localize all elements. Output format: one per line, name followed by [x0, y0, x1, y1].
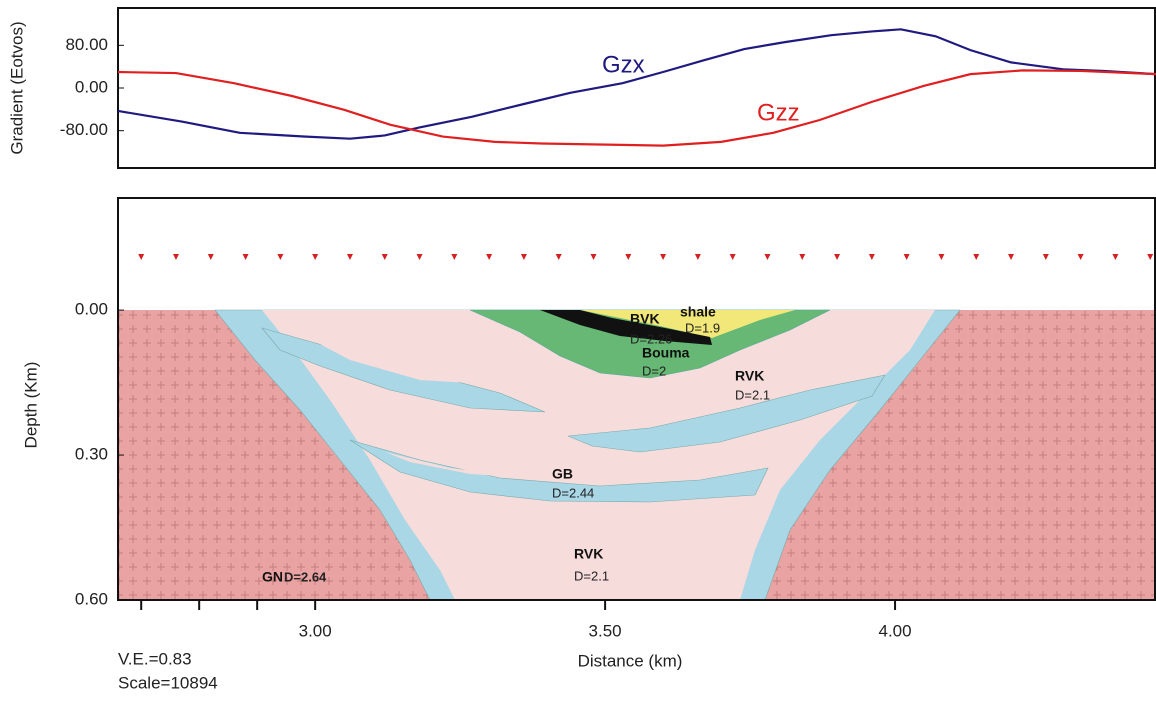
- x-tick-label: 3.50: [589, 621, 622, 640]
- station: [1043, 254, 1049, 260]
- station: [243, 254, 249, 260]
- series-line: [118, 29, 1156, 138]
- station: [382, 254, 388, 260]
- x-tick-label: 3.00: [299, 621, 332, 640]
- annotation: shale: [680, 304, 716, 320]
- x-tick-label: 4.00: [879, 621, 912, 640]
- plot-frame: [118, 8, 1155, 168]
- annotation: RVK: [574, 546, 603, 562]
- station: [138, 254, 144, 260]
- station: [173, 254, 179, 260]
- station: [799, 254, 805, 260]
- station: [521, 254, 527, 260]
- x-axis-title: Distance (km): [578, 651, 683, 670]
- annotation: RVK: [735, 368, 764, 384]
- station: [834, 254, 840, 260]
- station: [764, 254, 770, 260]
- section-bodies: [118, 310, 1156, 600]
- station: [312, 254, 318, 260]
- station: [451, 254, 457, 260]
- y-tick-label: 0.60: [75, 589, 108, 608]
- y-tick-label: 0.00: [75, 300, 108, 319]
- station: [277, 254, 283, 260]
- annotation: D=2.64: [284, 569, 327, 584]
- station: [730, 254, 736, 260]
- series-label: Gzx: [602, 51, 645, 78]
- annotation: D=2.44: [552, 485, 594, 500]
- station: [347, 254, 353, 260]
- station: [695, 254, 701, 260]
- annotation: GB: [552, 466, 573, 482]
- annotation: D=2.1: [735, 387, 770, 402]
- annotation: D=1.9: [685, 320, 720, 335]
- annotation: Bouma: [642, 345, 690, 361]
- station: [938, 254, 944, 260]
- annotation: GN: [262, 569, 283, 585]
- y-tick-label: 0.00: [75, 77, 108, 96]
- annotation: V.E.=0.83: [118, 649, 192, 668]
- station: [486, 254, 492, 260]
- station: [660, 254, 666, 260]
- page: shale D=1.9 BVK D=2.26 Bouma D=2 RVK D=2…: [0, 0, 1156, 696]
- station: [973, 254, 979, 260]
- station: [1147, 254, 1153, 260]
- station: [1008, 254, 1014, 260]
- station: [869, 254, 875, 260]
- station: [208, 254, 214, 260]
- station: [1078, 254, 1084, 260]
- y-tick-label: 0.30: [75, 445, 108, 464]
- station: [1112, 254, 1118, 260]
- annotation: Scale=10894: [118, 673, 218, 692]
- chart: shale D=1.9 BVK D=2.26 Bouma D=2 RVK D=2…: [0, 0, 1156, 696]
- station: [904, 254, 910, 260]
- annotation: D=2: [642, 363, 666, 378]
- annotation: D=2.1: [574, 568, 609, 583]
- y-tick-label: -80.00: [60, 120, 108, 139]
- y-tick-label: 80.00: [65, 35, 108, 54]
- station: [625, 254, 631, 260]
- station: [556, 254, 562, 260]
- y-axis-title: Depth (Km): [21, 362, 40, 449]
- annotation: BVK: [630, 311, 660, 327]
- y-axis-title: Gradient (Eotvos): [7, 21, 26, 154]
- series-label: Gzz: [757, 99, 800, 126]
- station: [591, 254, 597, 260]
- station: [417, 254, 423, 260]
